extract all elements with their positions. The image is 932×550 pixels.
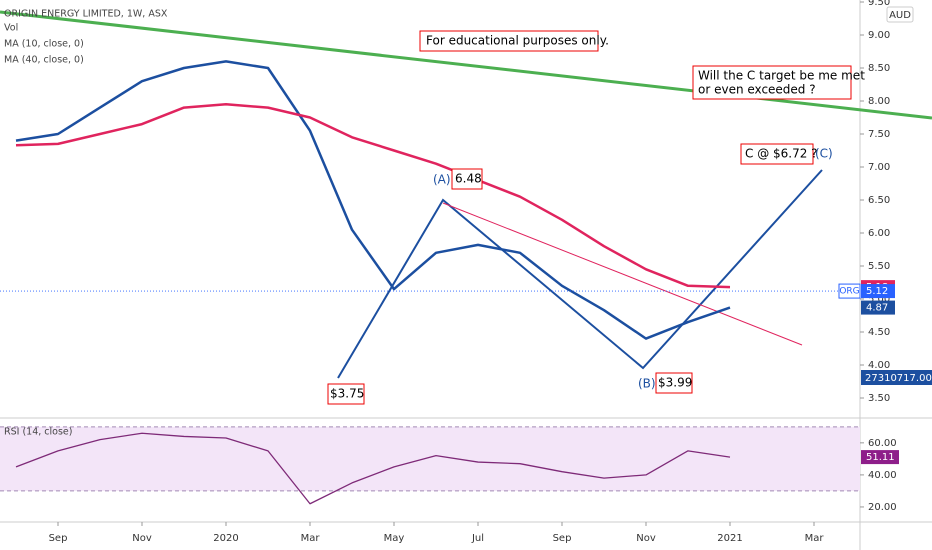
price-badge	[861, 284, 895, 299]
x-tick-label: Mar	[301, 533, 321, 544]
y-tick-label: 60.00	[868, 438, 897, 449]
note: $3.99	[658, 376, 692, 390]
note-box	[692, 65, 852, 100]
y-tick-label: 8.50	[868, 63, 890, 74]
note: or even exceeded ?	[698, 83, 816, 97]
y-tick-label: 5.50	[868, 261, 890, 272]
y-tick-label: 9.00	[868, 30, 890, 41]
note: For educational purposes only.	[426, 34, 609, 48]
legend-entry: MA (40, close, 0)	[4, 55, 84, 66]
x-tick-label: Nov	[132, 533, 152, 544]
y-tick-label: 4.00	[868, 360, 890, 371]
x-tick-label: Mar	[805, 533, 825, 544]
note: Will the C target be me met	[698, 69, 865, 83]
x-tick-label: May	[384, 533, 405, 544]
x-tick-label: Sep	[553, 533, 572, 544]
x-tick-label: Sep	[49, 533, 68, 544]
rsi-band	[0, 426, 860, 491]
rsi-badge	[861, 450, 899, 465]
price-badge-label: 5.12	[866, 286, 888, 297]
y-tick-label: 3.50	[868, 393, 890, 404]
wave-label: (B)	[638, 377, 656, 391]
currency-box	[886, 6, 914, 23]
note: 6.48	[455, 172, 482, 186]
y-tick-label: 8.00	[868, 96, 890, 107]
wave-label: (C)	[815, 147, 833, 161]
series-line	[15, 103, 731, 289]
symbol-box	[838, 283, 861, 299]
trendline	[442, 202, 803, 346]
note: C @ $6.72 ?	[745, 147, 818, 161]
trendline	[0, 10, 932, 120]
y-tick-label: 9.50	[868, 0, 890, 8]
y-tick-label: 6.00	[868, 228, 890, 239]
note-box	[451, 168, 483, 190]
volume-badge	[861, 370, 932, 385]
y-tick-label: 40.00	[868, 470, 897, 481]
series-line	[15, 432, 731, 505]
chart-title: ORIGIN ENERGY LIMITED, 1W, ASX	[4, 9, 168, 20]
y-tick-label: 20.00	[868, 502, 897, 513]
volume-label: 27310717.000	[865, 373, 932, 384]
symbol-label: ORG	[839, 287, 859, 297]
y-tick-label: 4.50	[868, 327, 890, 338]
legend-entry: MA (10, close, 0)	[4, 39, 84, 50]
price-badge-label: 4.87	[866, 303, 888, 314]
pane-title: RSI (14, close)	[4, 427, 72, 438]
price-badge	[861, 300, 895, 315]
wave-label: (A)	[433, 173, 451, 187]
wave-line	[337, 169, 823, 379]
rsi-badge-label: 51.11	[866, 452, 895, 463]
x-tick-label: 2020	[213, 533, 238, 544]
y-tick-label: 7.00	[868, 162, 890, 173]
y-tick-label: 6.50	[868, 195, 890, 206]
x-tick-label: 2021	[717, 533, 742, 544]
legend-entry: Vol	[4, 23, 18, 34]
series-line	[15, 60, 731, 340]
note-box	[740, 143, 814, 165]
note-box	[327, 383, 365, 405]
y-tick-label: 7.50	[868, 129, 890, 140]
note-box	[419, 30, 599, 52]
note-box	[655, 372, 693, 394]
x-tick-label: Jul	[471, 533, 484, 544]
note: $3.75	[330, 387, 364, 401]
x-tick-label: Nov	[636, 533, 656, 544]
y-tick-label: 5.00	[868, 294, 890, 305]
currency: AUD	[889, 10, 911, 21]
